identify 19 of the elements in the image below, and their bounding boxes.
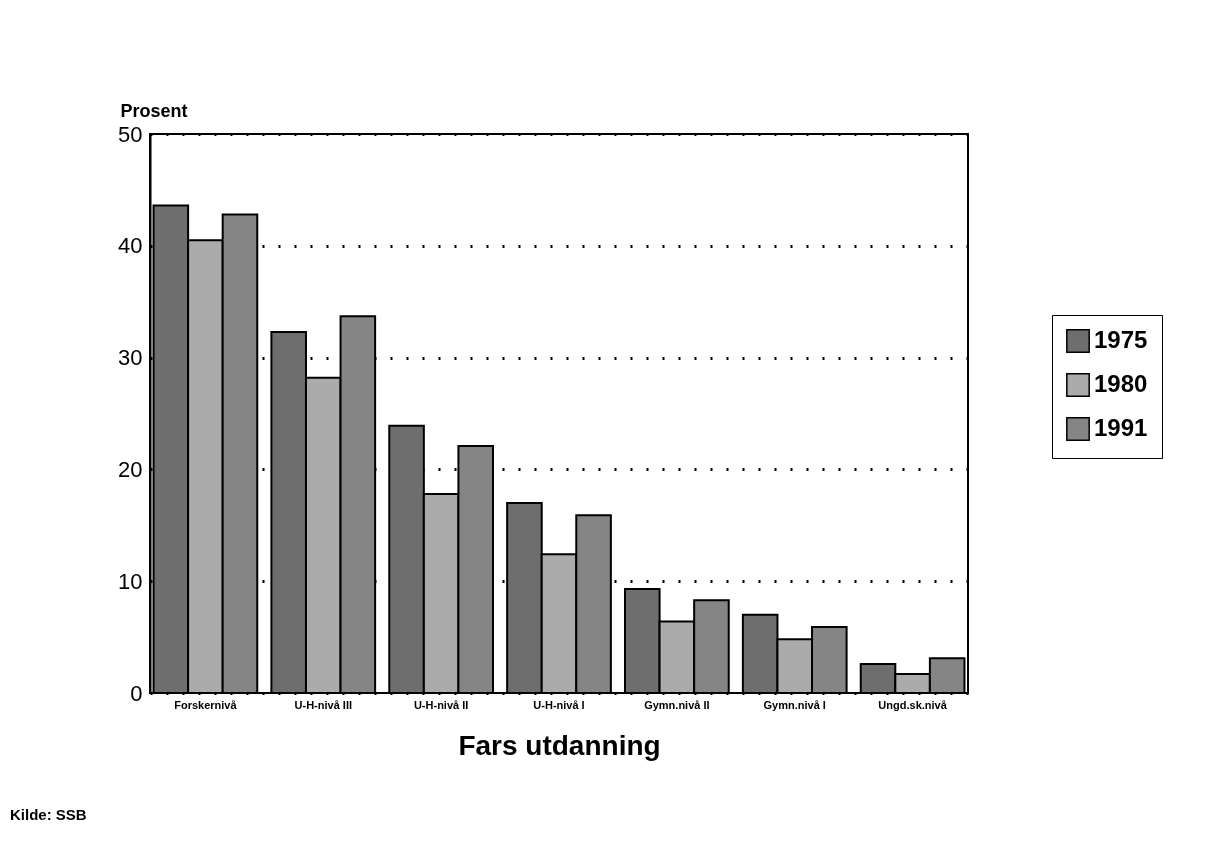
x-tick-label: Ungd.sk.nivå xyxy=(878,698,948,711)
text: Kilde: SSB xyxy=(10,806,87,823)
x-tick-label: Gymn.nivå II xyxy=(644,698,710,711)
x-tick-label: Gymn.nivå I xyxy=(763,698,826,711)
y-tick-label: 40 xyxy=(118,233,143,259)
x-tick-label: U-H-nivå I xyxy=(533,698,585,711)
x-axis-title: Fars utdanning xyxy=(458,729,661,761)
legend-label: 1991 xyxy=(1094,414,1148,441)
legend-label: 1980 xyxy=(1094,370,1148,397)
x-tick-label: U-H-nivå II xyxy=(413,698,469,711)
x-tick-label: U-H-nivå III xyxy=(294,698,352,711)
y-tick-label: 0 xyxy=(130,680,143,706)
y-tick-label: 50 xyxy=(118,121,143,147)
y-tick-label: 20 xyxy=(118,456,143,482)
y-tick-label: 30 xyxy=(118,345,143,371)
y-axis-title: Prosent xyxy=(120,100,188,121)
x-tick-label: Forskernivå xyxy=(174,698,238,711)
legend-label: 1975 xyxy=(1094,326,1148,353)
y-tick-label: 10 xyxy=(118,568,143,594)
